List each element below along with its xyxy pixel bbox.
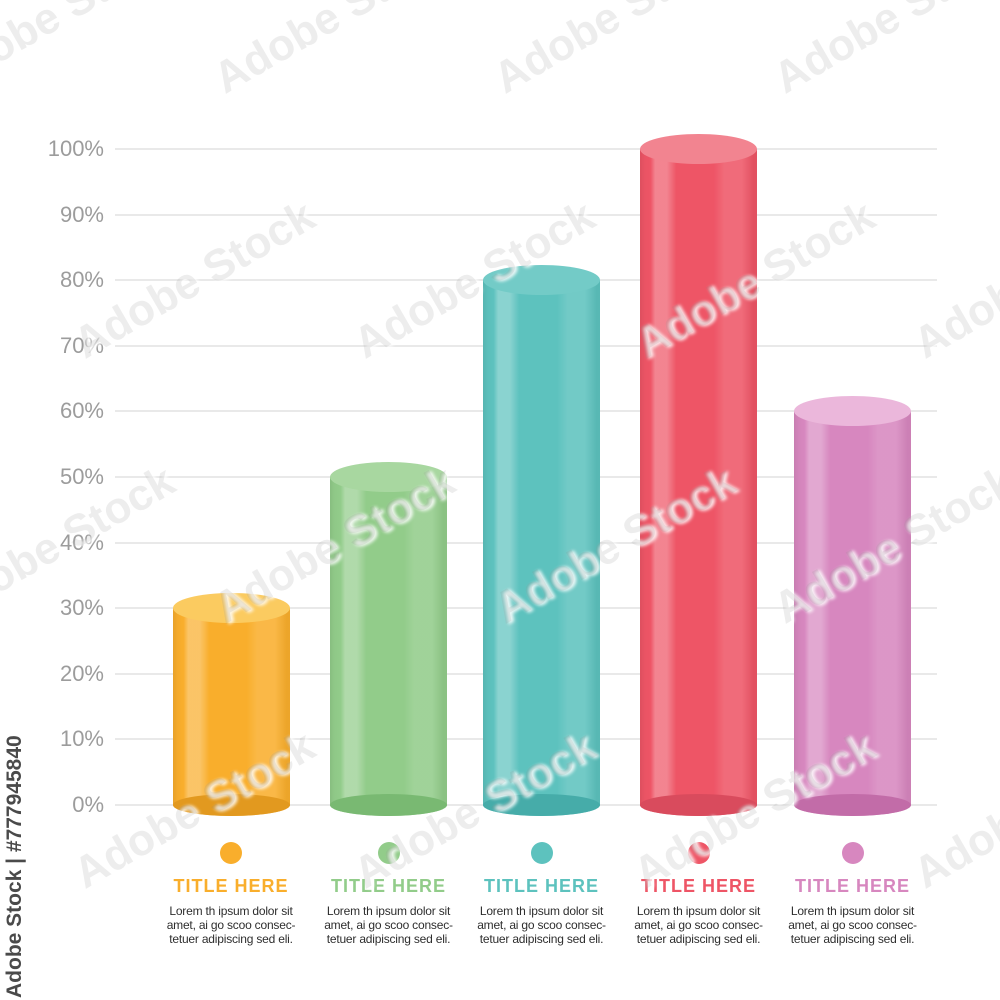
- legend-item-4: TITLE HERE Lorem th ipsum dolor sit amet, …: [621, 842, 777, 946]
- y-axis-tick-label: 0%: [72, 792, 104, 817]
- cylinder-top-cap: [330, 462, 447, 492]
- cylinder-top-cap: [640, 134, 757, 164]
- legend-title: TITLE HERE: [330, 876, 446, 896]
- legend-dot: [377, 842, 400, 864]
- cylinder-bar-1: [172, 593, 290, 816]
- legend-title: TITLE HERE: [173, 876, 289, 896]
- y-axis-tick-label: 30%: [59, 595, 104, 621]
- legend-title: TITLE HERE: [483, 876, 599, 896]
- legend-item-2: TITLE HERE Lorem th ipsum dolor sit amet, …: [311, 842, 467, 946]
- y-axis-tick-label: 70%: [59, 332, 104, 358]
- legend-description: Lorem th ipsum dolor sit amet, ai go scoo…: [166, 904, 296, 946]
- cylinder-bar-3: [483, 265, 600, 816]
- y-axis-tick-label: 10%: [59, 726, 104, 752]
- y-axis-tick-label: 60%: [59, 398, 104, 424]
- legend-description: Lorem th ipsum dolor sit amet, ai go scoo…: [634, 904, 763, 946]
- cylinder-body: [172, 608, 290, 816]
- y-axis-tick-label: 80%: [59, 267, 104, 293]
- cylinder-top-cap: [172, 593, 290, 624]
- legend-title: TITLE HERE: [794, 876, 910, 896]
- cylinder-top-cap: [483, 265, 600, 296]
- y-axis-tick-label: 50%: [59, 464, 104, 489]
- cylinder-bottom-cap: [330, 794, 447, 816]
- legend-dot: [530, 842, 553, 864]
- cylinder-bar-4: [640, 134, 757, 816]
- cylinder-bottom-cap: [172, 793, 290, 816]
- legend-dot: [220, 842, 242, 864]
- legend-item-5: TITLE HERE Lorem th ipsum dolor sit amet, …: [775, 842, 931, 946]
- gridline: [115, 213, 937, 216]
- cylinder-top-cap: [794, 396, 911, 427]
- legend-title: TITLE HERE: [640, 876, 756, 896]
- y-axis-tick-label: 40%: [59, 529, 104, 555]
- y-axis-tick-label: 20%: [59, 660, 104, 686]
- legend-description: Lorem th ipsum dolor sit amet, ai go scoo…: [788, 904, 917, 946]
- cylinder-body: [640, 149, 757, 816]
- cylinder-body: [330, 477, 447, 816]
- legend-item-1: TITLE HERE Lorem th ipsum dolor sit amet, …: [153, 842, 309, 946]
- cylinder-bar-2: [330, 462, 447, 816]
- cylinder-bar-5: [794, 396, 911, 816]
- cylinder-bottom-cap: [483, 793, 600, 816]
- cylinder-bottom-cap: [640, 794, 757, 816]
- legend-description: Lorem th ipsum dolor sit amet, ai go scoo…: [477, 904, 606, 946]
- y-axis-tick-label: 90%: [59, 201, 104, 227]
- legend-description: Lorem th ipsum dolor sit amet, ai go scoo…: [324, 904, 453, 946]
- legend-dot: [841, 842, 864, 864]
- gridline: [115, 148, 937, 150]
- cylinder-body: [483, 280, 600, 816]
- legend-item-3: TITLE HERE Lorem th ipsum dolor sit amet, …: [464, 842, 620, 946]
- cylinder-body: [794, 411, 911, 816]
- legend-dot: [687, 842, 710, 864]
- cylinder-bottom-cap: [794, 793, 911, 816]
- y-axis-tick-label: 100%: [47, 136, 104, 161]
